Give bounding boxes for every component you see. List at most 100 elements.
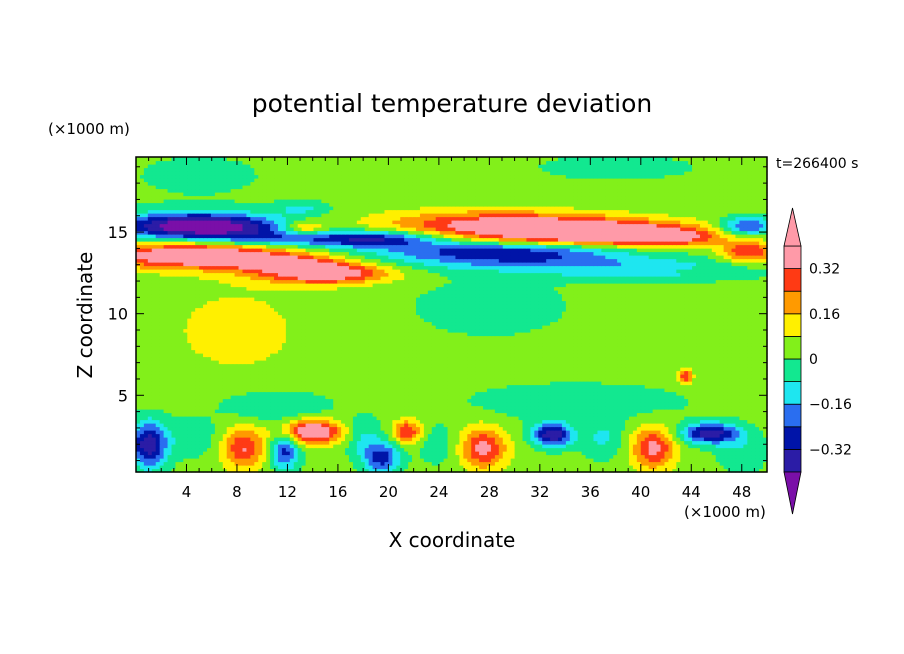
- contour-cell: [305, 409, 311, 414]
- contour-cell: [502, 409, 508, 414]
- contour-cell: [597, 465, 602, 470]
- contour-cell: [518, 412, 524, 417]
- contour-cell: [696, 454, 701, 459]
- contour-cell: [136, 363, 141, 368]
- contour-cell: [554, 395, 559, 400]
- contour-cell: [664, 388, 669, 393]
- contour-cell: [483, 409, 488, 414]
- contour-cell: [455, 363, 460, 368]
- contour-cell: [195, 370, 200, 375]
- contour-cell: [644, 388, 650, 393]
- contour-cell: [759, 412, 764, 417]
- contour-cell: [218, 444, 224, 449]
- contour-cell: [309, 395, 315, 400]
- contour-cell: [518, 381, 524, 386]
- contour-cell: [305, 440, 311, 445]
- contour-cell: [719, 430, 725, 435]
- contour-cell: [321, 451, 326, 456]
- contour-cell: [345, 384, 350, 389]
- contour-cell: [179, 461, 184, 466]
- contour-cell: [652, 454, 658, 459]
- contour-cell: [388, 419, 393, 424]
- contour-cell: [502, 370, 508, 375]
- contour-cell: [218, 437, 224, 442]
- contour-cell: [581, 374, 587, 379]
- contour-cell: [743, 437, 748, 442]
- contour-cell: [759, 416, 764, 421]
- contour-cell: [352, 384, 358, 389]
- contour-cell: [565, 381, 571, 386]
- contour-cell: [763, 426, 768, 431]
- contour-cell: [534, 440, 539, 445]
- contour-cell: [459, 384, 464, 389]
- contour-cell: [526, 412, 531, 417]
- contour-cell: [254, 419, 259, 424]
- contour-cell: [550, 444, 555, 449]
- contour-cell: [664, 419, 669, 424]
- contour-cell: [467, 374, 472, 379]
- contour-cell: [534, 395, 539, 400]
- contour-cell: [254, 374, 259, 379]
- contour-cell: [254, 458, 259, 463]
- contour-cell: [242, 461, 248, 466]
- contour-cell: [376, 426, 382, 431]
- contour-cell: [199, 370, 204, 375]
- contour-cell: [313, 402, 319, 407]
- contour-cell: [412, 405, 417, 410]
- contour-cell: [139, 402, 145, 407]
- contour-cell: [321, 416, 326, 421]
- contour-cell: [542, 395, 547, 400]
- contour-cell: [467, 430, 472, 435]
- contour-cell: [151, 360, 157, 365]
- contour-cell: [293, 430, 299, 435]
- contour-cell: [352, 363, 358, 368]
- contour-cell: [384, 405, 389, 410]
- contour-cell: [727, 384, 733, 389]
- contour-cell: [534, 430, 539, 435]
- contour-cell: [483, 374, 488, 379]
- contour-cell: [494, 370, 500, 375]
- contour-cell: [396, 444, 401, 449]
- contour-cell: [250, 377, 255, 382]
- contour-cell: [274, 468, 279, 473]
- contour-cell: [526, 391, 531, 396]
- contour-cell: [696, 419, 701, 424]
- contour-cell: [703, 440, 709, 445]
- contour-cell: [648, 409, 654, 414]
- contour-cell: [688, 388, 693, 393]
- contour-cell: [479, 370, 484, 375]
- contour-cell: [191, 398, 196, 403]
- contour-cell: [617, 398, 622, 403]
- contour-cell: [230, 409, 236, 414]
- contour-cell: [368, 451, 374, 456]
- contour-cell: [147, 444, 153, 449]
- contour-cell: [459, 405, 464, 410]
- contour-cell: [589, 377, 595, 382]
- contour-cell: [751, 458, 756, 463]
- contour-cell: [404, 454, 409, 459]
- contour-cell: [416, 409, 421, 414]
- contour-cell: [759, 447, 764, 452]
- contour-cell: [250, 447, 255, 452]
- contour-cell: [155, 409, 161, 414]
- contour-cell: [613, 454, 618, 459]
- contour-cell: [266, 388, 271, 393]
- contour-cell: [573, 388, 579, 393]
- contour-cell: [443, 416, 449, 421]
- contour-cell: [364, 430, 370, 435]
- contour-cell: [206, 384, 212, 389]
- contour-cell: [617, 416, 622, 421]
- contour-cell: [719, 374, 725, 379]
- contour-cell: [676, 377, 681, 382]
- contour-cell: [274, 454, 279, 459]
- contour-cell: [384, 416, 389, 421]
- contour-cell: [569, 381, 575, 386]
- contour-cell: [277, 444, 283, 449]
- contour-cell: [636, 468, 642, 473]
- contour-cell: [297, 412, 303, 417]
- contour-cell: [759, 374, 764, 379]
- contour-cell: [210, 454, 216, 459]
- contour-cell: [707, 458, 713, 463]
- contour-cell: [676, 398, 681, 403]
- contour-cell: [404, 398, 409, 403]
